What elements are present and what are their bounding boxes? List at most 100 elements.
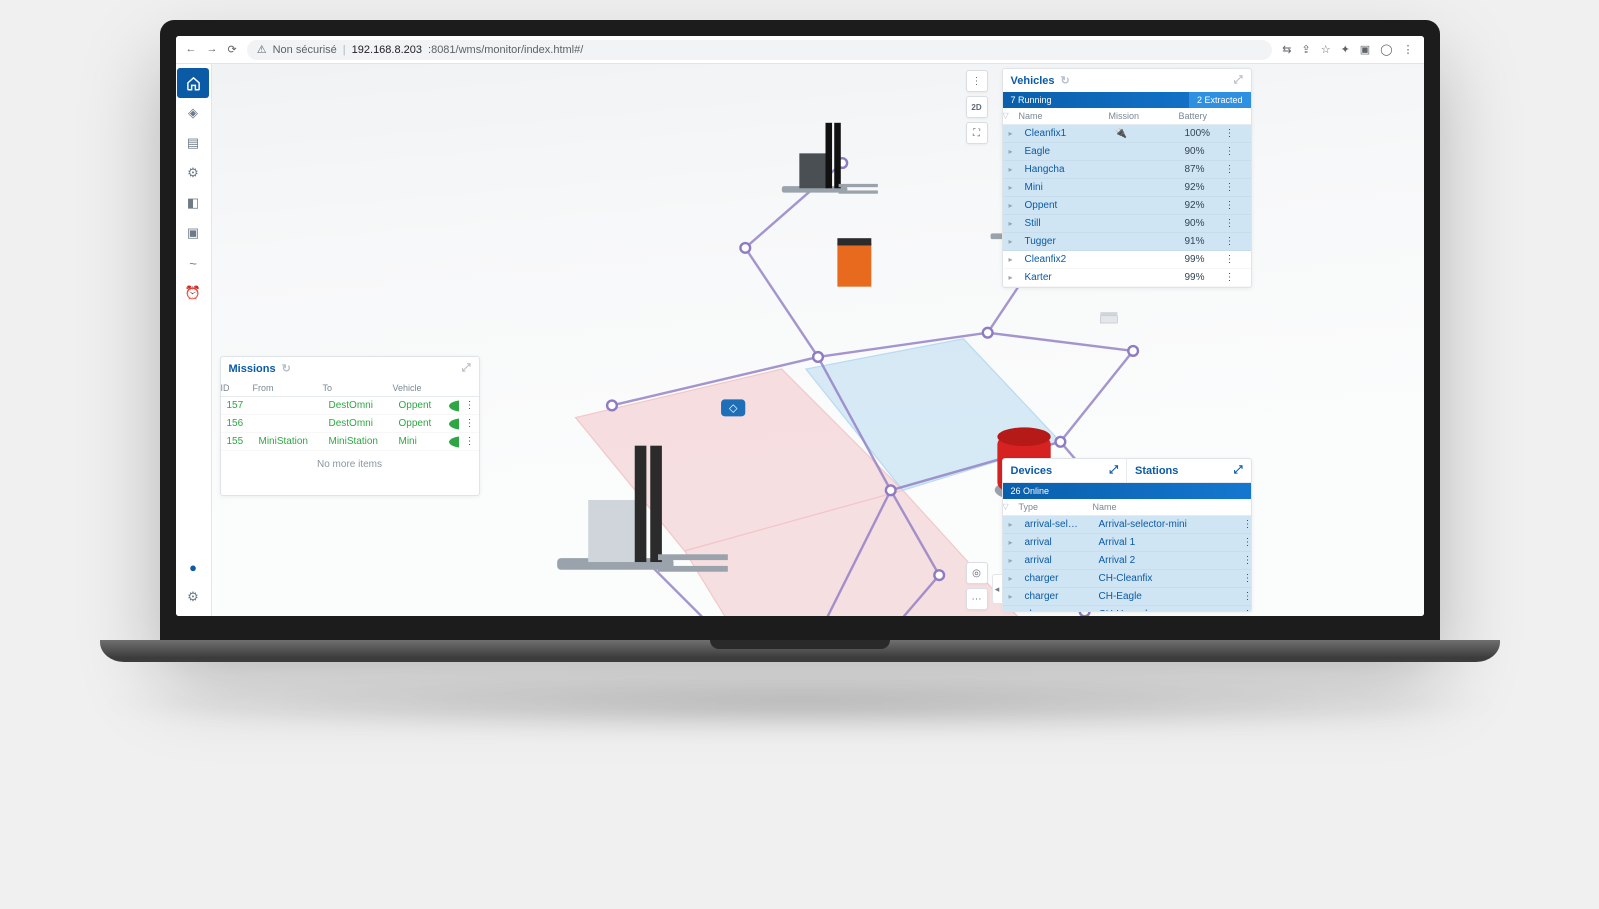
device-row[interactable]: ▸chargerCH-Hangcha⋮: [1003, 606, 1251, 611]
col-name[interactable]: Name: [1019, 111, 1109, 121]
sidebar-clipboard[interactable]: ▤: [177, 128, 209, 158]
col-dname[interactable]: Name: [1093, 502, 1251, 512]
profile-icon[interactable]: ◯: [1380, 43, 1392, 56]
vehicle-menu-icon[interactable]: ⋮: [1219, 254, 1233, 265]
vehicle-row[interactable]: ▸Karter99%⋮: [1003, 269, 1251, 287]
chevron-right-icon[interactable]: ▸: [1003, 520, 1019, 529]
device-row[interactable]: ▸chargerCH-Cleanfix⋮: [1003, 570, 1251, 588]
star-icon[interactable]: ☆: [1321, 43, 1331, 56]
vehicles-expand-icon[interactable]: ⤢: [1234, 74, 1243, 87]
forward-icon[interactable]: →: [207, 43, 218, 56]
vehicle-menu-icon[interactable]: ⋮: [1219, 182, 1233, 193]
mission-menu-icon[interactable]: ⋮: [459, 418, 473, 429]
sidebar-camera[interactable]: ▣: [177, 218, 209, 248]
device-menu-icon[interactable]: ⋮: [1237, 591, 1251, 602]
vehicle-menu-icon[interactable]: ⋮: [1219, 218, 1233, 229]
extensions-icon[interactable]: ✦: [1341, 43, 1350, 56]
missions-expand-icon[interactable]: ⤢: [462, 362, 471, 375]
chevron-right-icon[interactable]: ▸: [1003, 538, 1019, 547]
translate-icon[interactable]: ⇆: [1282, 43, 1291, 56]
mission-row[interactable]: 157DestOmniOppent✓⋮: [221, 397, 479, 415]
viewport-fullscreen-button[interactable]: ⛶: [966, 122, 988, 144]
col-battery[interactable]: Battery: [1179, 111, 1227, 121]
chevron-right-icon[interactable]: ▸: [1003, 592, 1019, 601]
device-row[interactable]: ▸arrivalArrival 2⋮: [1003, 552, 1251, 570]
device-menu-icon[interactable]: ⋮: [1237, 537, 1251, 548]
missions-refresh-icon[interactable]: ↻: [282, 362, 291, 375]
vehicle-row[interactable]: ▸Eagle90%⋮: [1003, 143, 1251, 161]
device-menu-icon[interactable]: ⋮: [1237, 573, 1251, 584]
vehicles-refresh-icon[interactable]: ↻: [1061, 74, 1070, 87]
chevron-right-icon[interactable]: ▸: [1003, 201, 1019, 210]
vehicle-row[interactable]: ▸Oppent92%⋮: [1003, 197, 1251, 215]
devices-header: Devices ⤢: [1003, 459, 1127, 482]
vehicle-menu-icon[interactable]: ⋮: [1219, 200, 1233, 211]
vehicle-name: Karter: [1019, 272, 1109, 283]
tabs-icon[interactable]: ▣: [1360, 43, 1370, 56]
viewport-mode-button[interactable]: 2D: [966, 96, 988, 118]
share-icon[interactable]: ⇪: [1301, 43, 1310, 56]
vehicle-menu-icon[interactable]: ⋮: [1219, 236, 1233, 247]
devices-expander[interactable]: ◂: [992, 574, 1002, 604]
filter-icon[interactable]: ▽: [1003, 502, 1019, 512]
sidebar-alarms[interactable]: ⏰: [177, 278, 209, 308]
chevron-right-icon[interactable]: ▸: [1003, 147, 1019, 156]
sidebar-settings[interactable]: ⚙: [177, 582, 209, 612]
vehicle-row[interactable]: ▸Still90%⋮: [1003, 215, 1251, 233]
chevron-right-icon[interactable]: ▸: [1003, 165, 1019, 174]
device-row[interactable]: ▸chargerCH-Eagle⋮: [1003, 588, 1251, 606]
devices-expand-icon[interactable]: ⤢: [1109, 464, 1118, 477]
address-bar[interactable]: ⚠ Non sécurisé | 192.168.8.203:8081/wms/…: [247, 40, 1273, 60]
chevron-right-icon[interactable]: ▸: [1003, 574, 1019, 583]
device-menu-icon[interactable]: ⋮: [1237, 555, 1251, 566]
chevron-right-icon[interactable]: ▸: [1003, 219, 1019, 228]
col-type[interactable]: Type: [1019, 502, 1093, 512]
chevron-right-icon[interactable]: ▸: [1003, 610, 1019, 611]
col-from[interactable]: From: [253, 383, 323, 393]
vehicle-menu-icon[interactable]: ⋮: [1219, 128, 1233, 139]
col-vehicle[interactable]: Vehicle: [393, 383, 443, 393]
col-to[interactable]: To: [323, 383, 393, 393]
back-icon[interactable]: ←: [186, 43, 197, 56]
device-menu-icon[interactable]: ⋮: [1237, 519, 1251, 530]
vehicle-row[interactable]: ▸Cleanfix1🔌100%⋮: [1003, 125, 1251, 143]
viewport-menu-button[interactable]: ⋮: [966, 70, 988, 92]
vehicle-row[interactable]: ▸Tugger91%⋮: [1003, 233, 1251, 251]
col-id[interactable]: ID: [221, 383, 253, 393]
device-row[interactable]: ▸arrival-sel…Arrival-selector-mini⋮: [1003, 516, 1251, 534]
chevron-right-icon[interactable]: ▸: [1003, 556, 1019, 565]
sidebar-help[interactable]: ●: [177, 552, 209, 582]
sidebar-layers[interactable]: ◧: [177, 188, 209, 218]
vehicle-menu-icon[interactable]: ⋮: [1219, 146, 1233, 157]
vehicle-row[interactable]: ▸Hangcha87%⋮: [1003, 161, 1251, 179]
chevron-right-icon[interactable]: ▸: [1003, 183, 1019, 192]
mission-row[interactable]: 156DestOmniOppent✓⋮: [221, 415, 479, 433]
chevron-right-icon[interactable]: ▸: [1003, 237, 1019, 246]
reload-icon[interactable]: ⟳: [228, 43, 237, 56]
vehicle-menu-icon[interactable]: ⋮: [1219, 272, 1233, 283]
filter-icon[interactable]: ▽: [1003, 111, 1019, 121]
vehicle-menu-icon[interactable]: ⋮: [1219, 164, 1233, 175]
vehicle-row[interactable]: ▸Cleanfix299%⋮: [1003, 251, 1251, 269]
sidebar-monitor[interactable]: ◈: [177, 98, 209, 128]
chevron-right-icon[interactable]: ▸: [1003, 273, 1019, 282]
chevron-right-icon[interactable]: ▸: [1003, 129, 1019, 138]
device-row[interactable]: ▸arrivalArrival 1⋮: [1003, 534, 1251, 552]
device-menu-icon[interactable]: ⋮: [1237, 609, 1251, 611]
stations-expand-icon[interactable]: ⤢: [1234, 464, 1243, 477]
menu-icon[interactable]: ⋮: [1403, 43, 1414, 56]
chevron-right-icon[interactable]: ▸: [1003, 255, 1019, 264]
vehicle-name: Still: [1019, 218, 1109, 229]
sidebar-robots[interactable]: ⚙: [177, 158, 209, 188]
sidebar-analytics[interactable]: ~: [177, 248, 209, 278]
vehicle-row[interactable]: ▸Mini92%⋮: [1003, 179, 1251, 197]
sidebar-home[interactable]: [177, 68, 209, 98]
vehicle-name: Cleanfix1: [1019, 128, 1109, 139]
mission-menu-icon[interactable]: ⋮: [459, 436, 473, 447]
mission-row[interactable]: 155MiniStationMiniStationMini✓⋮: [221, 433, 479, 451]
viewport-unknown-button[interactable]: ⋯: [966, 588, 988, 610]
viewport-target-button[interactable]: ◎: [966, 562, 988, 584]
col-mission[interactable]: Mission: [1109, 111, 1179, 121]
mission-menu-icon[interactable]: ⋮: [459, 400, 473, 411]
mission-status-icon: ✓: [443, 418, 459, 430]
